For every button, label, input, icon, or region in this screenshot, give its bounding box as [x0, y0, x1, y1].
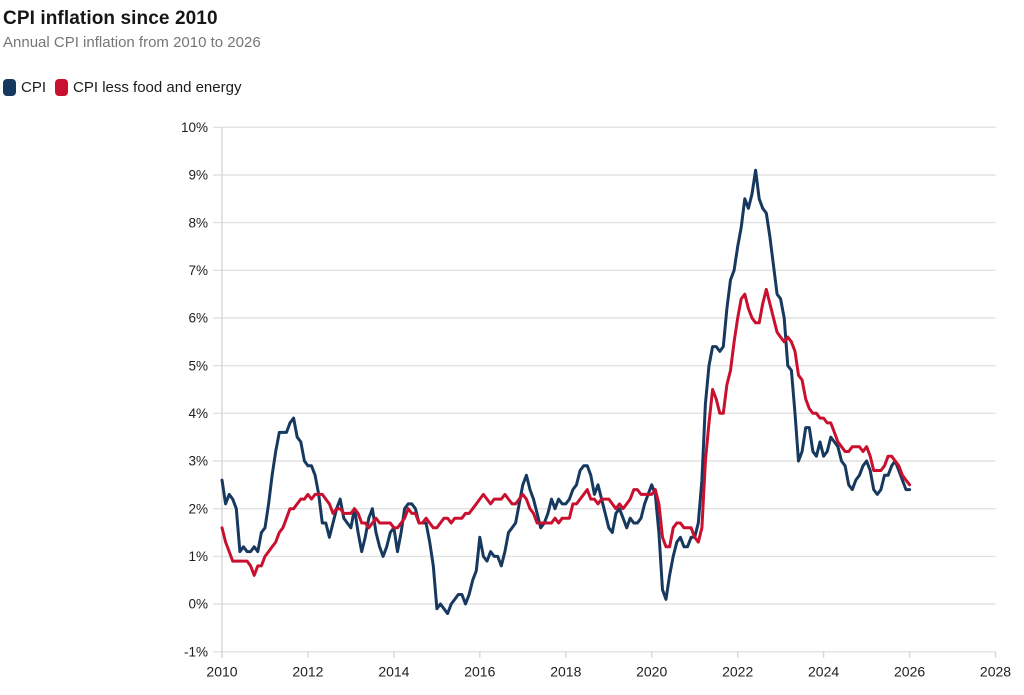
x-tick-label: 2028: [980, 664, 1011, 680]
chart-legend: CPI CPI less food and energy: [3, 79, 241, 96]
y-tick-label: 5%: [188, 358, 208, 373]
y-tick-label: 3%: [188, 454, 208, 469]
chart-subtitle: Annual CPI inflation from 2010 to 2026: [3, 34, 261, 51]
y-tick-label: -1%: [184, 644, 208, 659]
x-tick-label: 2016: [464, 664, 495, 680]
chart-title: CPI inflation since 2010: [3, 8, 218, 29]
y-tick-label: 10%: [181, 120, 208, 135]
x-tick-label: 2026: [894, 664, 925, 680]
y-tick-label: 9%: [188, 168, 208, 183]
legend-item-core-cpi[interactable]: CPI less food and energy: [55, 79, 241, 96]
x-tick-label: 2012: [292, 664, 323, 680]
x-tick-label: 2024: [808, 664, 839, 680]
series-line-core-cpi: [220, 287, 912, 577]
y-tick-label: 7%: [188, 263, 208, 278]
y-tick-label: 0%: [188, 597, 208, 612]
y-tick-label: 6%: [188, 311, 208, 326]
y-tick-label: 2%: [188, 501, 208, 516]
legend-label-cpi: CPI: [21, 79, 47, 96]
y-tick-label: 4%: [188, 406, 208, 421]
cpi-series-swatch-icon: [3, 79, 16, 96]
x-tick-label: 2022: [722, 664, 753, 680]
y-tick-label: 1%: [188, 549, 208, 564]
x-tick-label: 2020: [636, 664, 667, 680]
y-tick-label: 8%: [188, 215, 208, 230]
series-line-cpi: [220, 168, 912, 616]
core-cpi-series-swatch-icon: [55, 79, 69, 96]
legend-label-core-cpi: CPI less food and energy: [73, 79, 242, 96]
chart-header: CPI inflation since 2010 Annual CPI infl…: [3, 8, 261, 51]
x-tick-label: 2014: [378, 664, 409, 680]
x-tick-label: 2010: [206, 664, 237, 680]
legend-item-cpi[interactable]: CPI: [3, 79, 46, 96]
x-tick-label: 2018: [550, 664, 581, 680]
